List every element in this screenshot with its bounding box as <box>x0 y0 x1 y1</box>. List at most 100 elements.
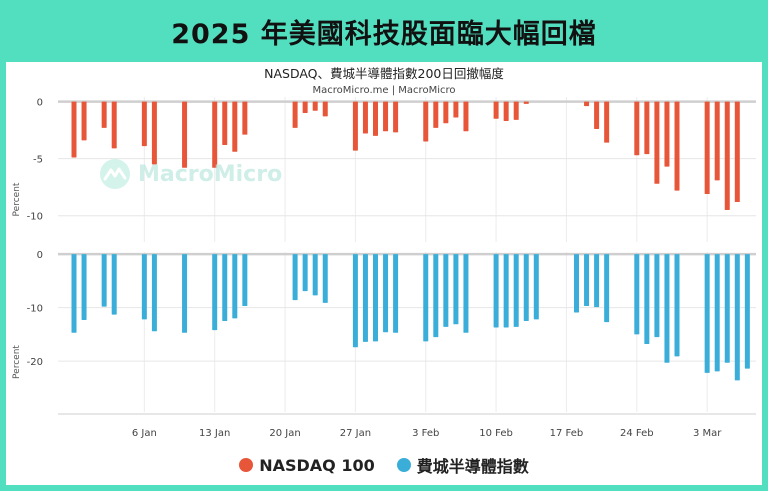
legend-item-sox[interactable]: 費城半導體指數 <box>396 453 529 477</box>
bar <box>574 254 579 313</box>
bar <box>493 101 499 119</box>
bar <box>724 254 730 363</box>
bar <box>141 101 147 147</box>
bar <box>141 254 147 320</box>
bar <box>302 101 308 113</box>
bar <box>322 101 328 117</box>
bar <box>373 101 378 136</box>
bar <box>654 254 660 338</box>
y-tick-label: -5 <box>33 155 43 166</box>
legend-label-sox: 費城半導體指數 <box>416 457 529 476</box>
x-tick-label: 27 Jan <box>340 428 371 439</box>
drawdown-chart: NASDAQ、費城半導體指數200日回撤幅度 MacroMicro.me | Ma… <box>12 66 756 439</box>
y-tick-label: -10 <box>27 212 43 223</box>
bar <box>664 254 670 363</box>
bar <box>373 254 378 342</box>
bar <box>151 101 157 165</box>
bar <box>423 101 429 142</box>
bar <box>362 254 368 342</box>
bar <box>212 101 218 168</box>
bar <box>503 101 509 121</box>
legend-label-nasdaq: NASDAQ 100 <box>259 455 375 475</box>
bar <box>604 254 610 323</box>
macromicro-logo-icon <box>100 159 130 189</box>
y-axis-label: Percent <box>12 345 22 379</box>
bar <box>654 101 660 184</box>
bar <box>352 101 358 151</box>
bar <box>604 101 610 143</box>
bar <box>443 101 449 124</box>
bar <box>513 254 519 327</box>
bar <box>101 254 107 307</box>
bar <box>242 101 248 135</box>
bar <box>433 101 439 128</box>
bar <box>523 254 529 322</box>
bar <box>433 254 439 338</box>
x-tick-label: 6 Jan <box>132 428 157 439</box>
bar <box>714 254 720 372</box>
bar <box>463 101 469 132</box>
y-tick-label: -20 <box>27 357 43 368</box>
bar <box>71 254 77 333</box>
bar <box>383 101 389 132</box>
x-tick-label: 17 Feb <box>550 428 584 439</box>
x-tick-label: 10 Feb <box>479 428 513 439</box>
bar <box>383 254 389 333</box>
bar <box>704 254 710 373</box>
bar <box>664 101 670 167</box>
legend-item-nasdaq[interactable]: NASDAQ 100 <box>239 456 375 475</box>
bar <box>674 101 680 191</box>
bar <box>503 254 509 328</box>
legend-dot-nasdaq <box>239 458 254 472</box>
bar <box>232 254 238 319</box>
bar <box>362 101 368 134</box>
chart-subtitle: MacroMicro.me | MacroMicro <box>313 85 456 96</box>
bar <box>81 101 87 141</box>
bar <box>292 254 298 301</box>
bar <box>634 254 640 335</box>
bar <box>523 101 529 104</box>
bar <box>734 101 740 203</box>
x-tick-label: 13 Jan <box>199 428 230 439</box>
bar <box>584 254 590 307</box>
bar <box>393 101 399 133</box>
bar <box>724 101 730 211</box>
bar <box>704 101 710 195</box>
bar <box>453 101 459 118</box>
bar <box>81 254 87 320</box>
bar <box>584 101 590 107</box>
bar <box>151 254 157 332</box>
bar <box>242 254 248 307</box>
bar <box>292 101 298 128</box>
bar <box>212 254 218 331</box>
bar <box>644 101 650 155</box>
x-tick-label: 24 Feb <box>620 428 654 439</box>
bar <box>302 254 308 292</box>
bar <box>393 254 399 333</box>
bar <box>222 101 228 145</box>
bar <box>111 254 117 315</box>
y-tick-label: 0 <box>37 98 43 109</box>
bar <box>513 101 519 120</box>
bar <box>453 254 459 325</box>
bar <box>594 254 600 308</box>
banner-title: 2025 年美國科技股面臨大幅回檔 <box>171 18 597 50</box>
y-tick-label: -10 <box>27 304 43 315</box>
bar <box>714 101 720 181</box>
x-tick-label: 20 Jan <box>269 428 300 439</box>
bar <box>644 254 650 345</box>
bar <box>312 254 318 296</box>
bar <box>634 101 640 156</box>
chart-legend: NASDAQ 100 費城半導體指數 <box>6 450 762 480</box>
chart-card: NASDAQ、費城半導體指數200日回撤幅度 MacroMicro.me | Ma… <box>6 62 762 485</box>
macromicro-watermark: MacroMicro <box>98 157 282 191</box>
bar <box>182 101 188 168</box>
bar <box>312 101 318 111</box>
bar <box>744 254 750 369</box>
bar <box>443 254 449 327</box>
x-tick-label: 3 Mar <box>693 428 722 439</box>
bar <box>101 101 107 128</box>
bar <box>674 254 680 357</box>
bar <box>423 254 429 342</box>
y-tick-label: 0 <box>37 250 43 261</box>
